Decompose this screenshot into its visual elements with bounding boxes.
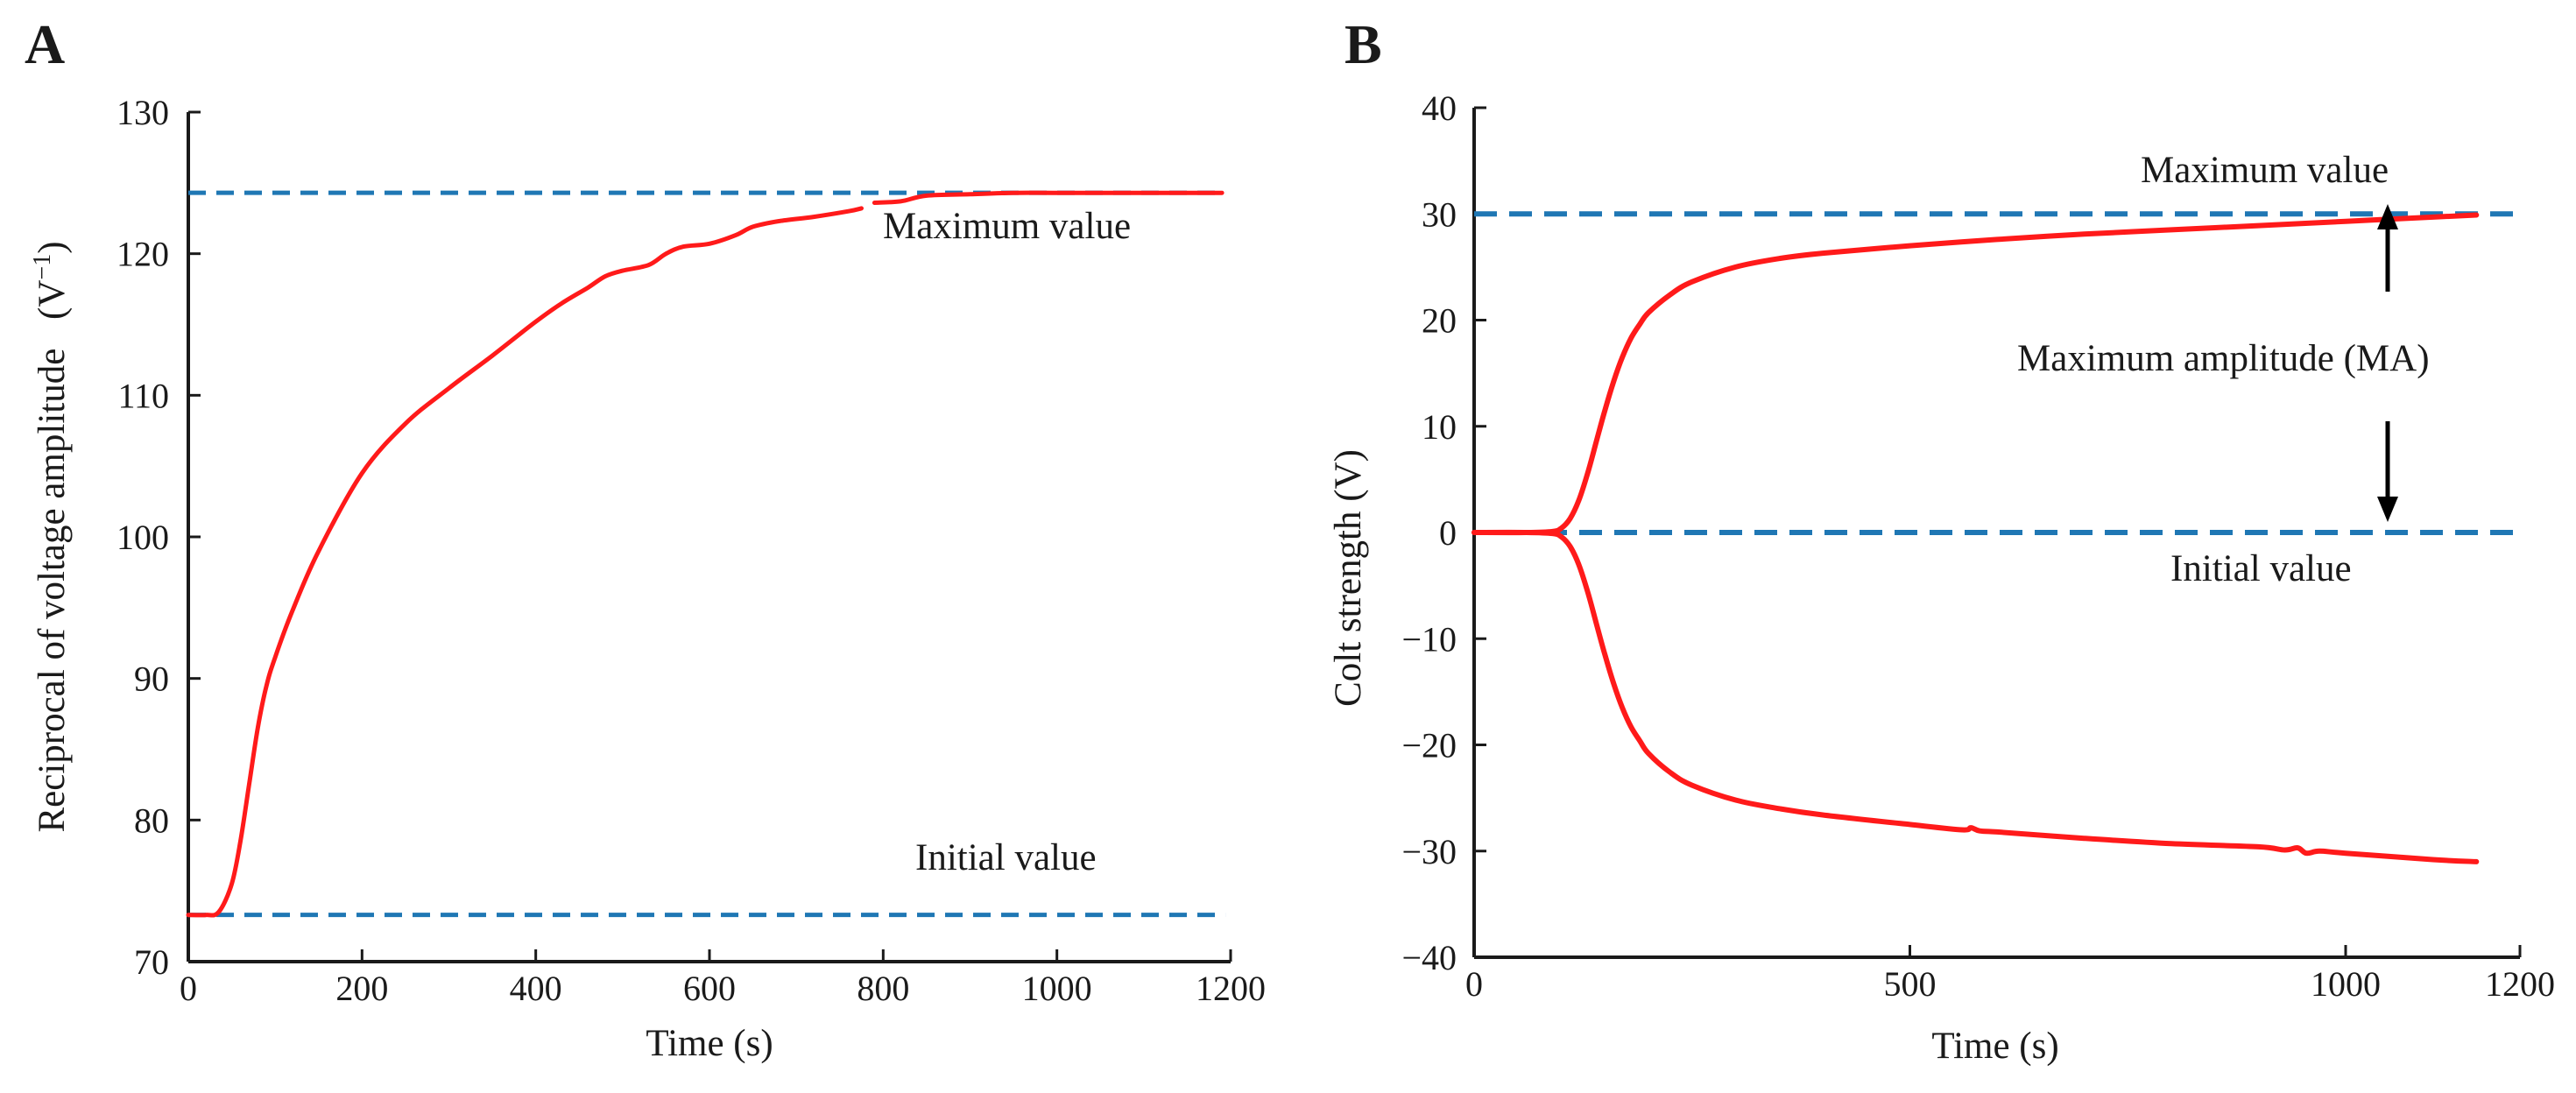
panel-a-y-tick-label: 130 — [116, 93, 169, 132]
panel-a-maximum-value-label: Maximum value — [883, 206, 1131, 247]
panel-a: A 0 200 400 600 800 1000 1200 70 80 90 100 110 120 13… — [25, 13, 1266, 1064]
panel-b-y-tick-label: −20 — [1401, 726, 1457, 765]
panel-b-x-axis-title: Time (s) — [1931, 1026, 2058, 1067]
panel-b-y-tick-label: 20 — [1422, 301, 1457, 341]
panel-b-y-tick-label: −30 — [1401, 832, 1457, 871]
panel-a-x-axis-title: Time (s) — [646, 1023, 773, 1064]
panel-b: B 0 500 1000 1200 −40 −30 −20 −10 0 10 20 30 40 Maxi… — [1328, 13, 2555, 1067]
panel-b-y-tick-label: 30 — [1422, 194, 1457, 234]
panel-b-x-tick-label: 1200 — [2485, 964, 2555, 1004]
panel-a-y-tick-label: 120 — [116, 235, 169, 274]
panel-a-x-tick-label: 1000 — [1022, 969, 1092, 1008]
panel-b-maximum-value-label: Maximum value — [2141, 150, 2389, 191]
panel-b-ma-up-arrowhead — [2377, 204, 2398, 229]
panel-a-y-tick-label: 110 — [117, 376, 169, 415]
panel-b-ma-annotation: Maximum amplitude (MA) — [2017, 338, 2430, 379]
panel-a-y-axis-unit-close: ) — [32, 241, 73, 253]
panel-a-label: A — [25, 13, 65, 75]
panel-b-x-tick-label: 1000 — [2311, 964, 2381, 1004]
panel-b-ticks: 0 500 1000 1200 −40 −30 −20 −10 0 10 20 30 40 — [1401, 88, 2555, 1004]
panel-b-x-tick-label: 500 — [1884, 964, 1937, 1004]
panel-a-y-tick-label: 70 — [134, 942, 169, 982]
panel-a-y-tick-label: 100 — [116, 518, 169, 557]
panel-a-y-tick-label: 80 — [134, 800, 169, 840]
panel-a-series-tail-line — [872, 190, 1224, 205]
panel-a-x-tick-label: 400 — [510, 969, 562, 1008]
panel-a-y-axis-unit: (V — [32, 280, 73, 320]
panel-a-ticks: 0 200 400 600 800 1000 1200 70 80 90 100 110 120 130 — [116, 93, 1266, 1008]
panel-b-ma-down-arrowhead — [2377, 497, 2398, 522]
panel-a-y-tick-label: 90 — [134, 659, 169, 699]
panel-a-y-axis-title-main: Reciprocal of voltage amplitude — [32, 349, 73, 833]
panel-a-x-tick-label: 600 — [683, 969, 736, 1008]
panel-b-initial-value-label: Initial value — [2170, 548, 2352, 589]
panel-a-y-axis-title: Reciprocal of voltage amplitude (V−1) — [29, 241, 73, 832]
panel-a-series-line — [186, 206, 864, 918]
panel-a-x-tick-label: 200 — [335, 969, 388, 1008]
panel-b-y-axis-title: Colt strength (V) — [1328, 449, 1369, 707]
panel-a-x-tick-label: 800 — [857, 969, 909, 1008]
panel-b-y-tick-label: −40 — [1401, 938, 1457, 977]
panel-a-y-axis-unit-sup: −1 — [29, 254, 56, 280]
panel-b-y-tick-label: 10 — [1422, 407, 1457, 447]
panel-b-y-tick-label: 0 — [1439, 513, 1457, 553]
panel-b-lower-series-line — [1471, 529, 2480, 864]
panel-a-x-tick-label: 1200 — [1196, 969, 1266, 1008]
panel-b-label: B — [1344, 13, 1382, 75]
panel-b-y-tick-label: −10 — [1401, 619, 1457, 659]
panel-a-initial-value-label: Initial value — [915, 837, 1097, 878]
panel-b-upper-series-line — [1471, 212, 2480, 536]
panel-a-x-tick-label: 0 — [180, 969, 197, 1008]
panel-b-y-tick-label: 40 — [1422, 88, 1457, 128]
panel-b-x-tick-label: 0 — [1465, 964, 1483, 1004]
